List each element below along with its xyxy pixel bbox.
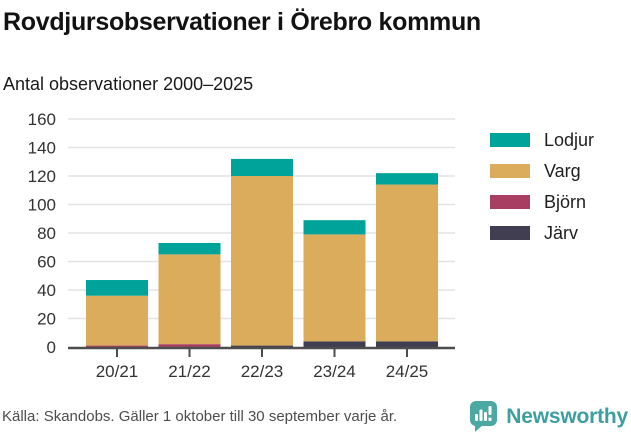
legend-label: Lodjur — [544, 130, 595, 150]
y-tick-label: 120 — [28, 167, 56, 186]
bar-segment-varg — [231, 176, 293, 346]
legend-item-varg: Varg — [490, 162, 594, 180]
varg-swatch-icon — [490, 164, 530, 178]
legend-label: Varg — [544, 161, 581, 181]
stacked-bar-chart: 0 20 40 60 80 100 120 140 160 20/21 21/22 22/23 23/2… — [28, 110, 455, 381]
legend-label: Björn — [544, 192, 587, 212]
chart-title: Rovdjursobservationer i Örebro kommun — [3, 8, 481, 36]
newsworthy-logo-icon — [470, 401, 498, 432]
bar-segment-lodjur — [231, 158, 293, 176]
x-tick-label: 22/23 — [241, 362, 284, 381]
legend-item-bjorn: Björn — [490, 193, 594, 211]
legend-item-lodjur: Lodjur — [490, 131, 594, 149]
bjorn-swatch-icon — [490, 195, 530, 209]
y-tick-label: 80 — [37, 224, 56, 243]
chart-subtitle: Antal observationer 2000–2025 — [3, 74, 254, 94]
bar-segment-lodjur — [376, 173, 438, 185]
x-tick-label: 21/22 — [168, 362, 211, 381]
y-tick-label: 140 — [28, 139, 56, 158]
legend-label: Järv — [544, 223, 579, 243]
bar-segment-björn — [86, 345, 148, 347]
bar-segment-järv — [231, 345, 293, 347]
jarv-swatch-icon — [490, 226, 530, 240]
source-note: Källa: Skandobs. Gäller 1 oktober till 3… — [2, 408, 398, 425]
x-tick-label: 24/25 — [386, 362, 429, 381]
footer: Källa: Skandobs. Gäller 1 oktober till 3… — [0, 400, 631, 433]
bar-segment-lodjur — [86, 280, 148, 296]
legend-item-jarv: Järv — [490, 224, 594, 242]
bar-segment-varg — [158, 254, 221, 345]
chart-legend: Lodjur Varg Björn Järv — [490, 131, 594, 255]
bar-segment-varg — [303, 234, 366, 342]
newsworthy-logo[interactable]: Newsworthy — [469, 400, 628, 433]
y-tick-label: 0 — [47, 338, 56, 357]
y-tick-label: 60 — [37, 253, 56, 272]
bar-segment-lodjur — [158, 242, 221, 255]
bar-segment-lodjur — [303, 220, 366, 235]
y-tick-label: 40 — [37, 281, 56, 300]
x-tick-label: 23/24 — [313, 362, 356, 381]
bar-segment-varg — [86, 295, 148, 346]
y-tick-label: 160 — [28, 110, 56, 129]
bar-segment-järv — [376, 341, 438, 347]
bar-segment-varg — [376, 184, 438, 342]
brand-name: Newsworthy — [506, 404, 628, 428]
y-tick-label: 100 — [28, 196, 56, 215]
lodjur-swatch-icon — [490, 133, 530, 147]
x-tick-label: 20/21 — [96, 362, 139, 381]
bar-segment-björn — [158, 344, 221, 347]
y-tick-label: 20 — [37, 310, 56, 329]
bar-segment-järv — [303, 341, 366, 347]
